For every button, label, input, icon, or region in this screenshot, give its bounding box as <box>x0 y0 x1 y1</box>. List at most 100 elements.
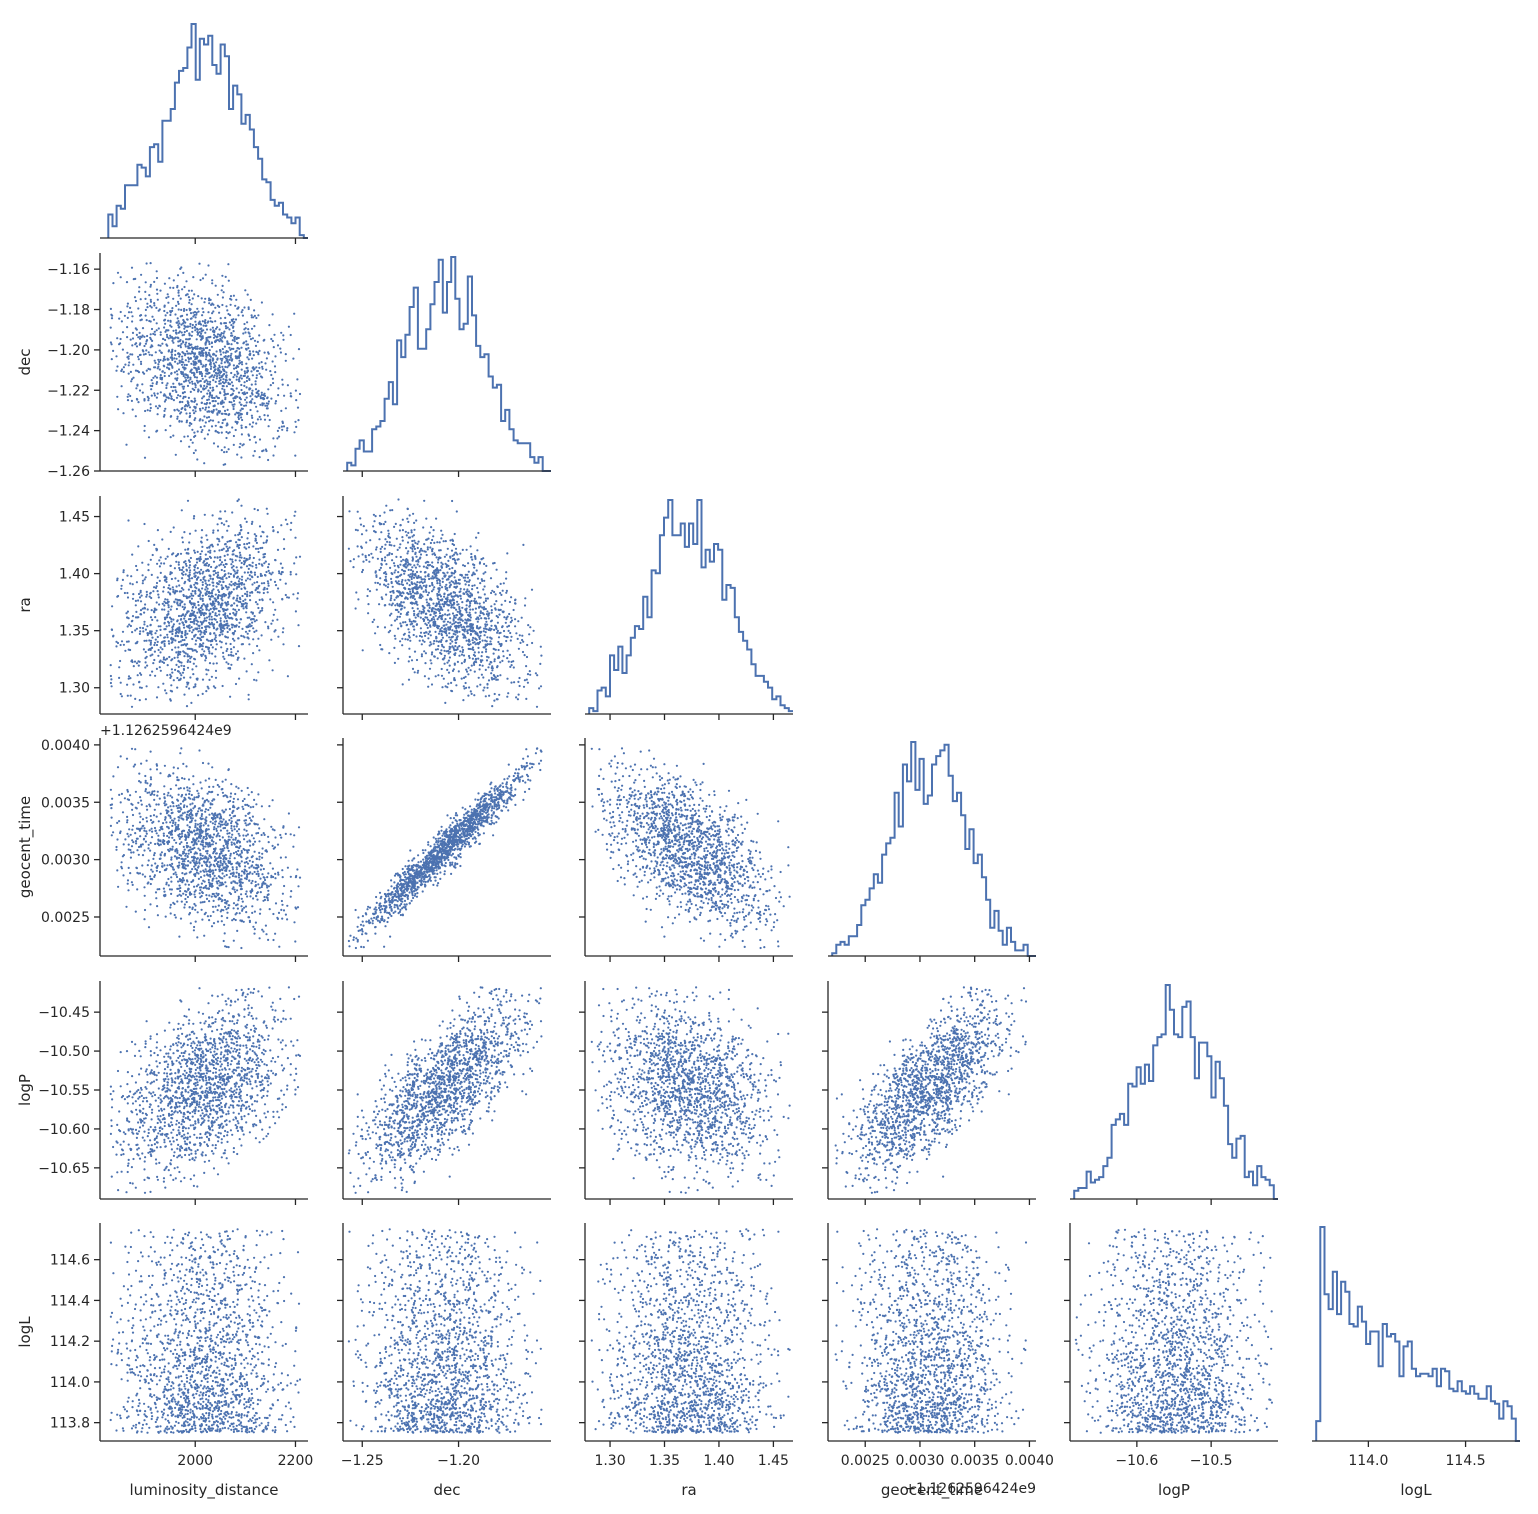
scatter-point <box>169 415 172 418</box>
scatter-point <box>177 409 180 412</box>
scatter-point <box>444 540 447 543</box>
scatter-point <box>270 397 273 400</box>
scatter-point <box>249 338 253 341</box>
scatter-point <box>170 571 173 575</box>
scatter-point <box>512 608 515 612</box>
scatter-point <box>147 399 150 402</box>
scatter-point <box>157 363 160 366</box>
scatter-point <box>213 368 216 372</box>
scatter-point <box>219 371 222 374</box>
scatter-point <box>407 592 410 596</box>
scatter-point <box>219 402 222 405</box>
scatter-point <box>258 456 261 459</box>
scatter-point <box>211 326 214 329</box>
scatter-point <box>496 621 499 624</box>
scatter-point <box>225 649 228 653</box>
scatter-point <box>201 583 204 587</box>
scatter-point <box>472 636 475 640</box>
scatter-point <box>510 596 513 599</box>
scatter-point <box>201 645 204 648</box>
scatter-point <box>180 590 183 593</box>
scatter-point <box>419 631 423 634</box>
scatter-point <box>163 355 166 358</box>
scatter-point <box>410 531 413 534</box>
scatter-point <box>208 919 211 922</box>
scatter-point <box>263 562 266 565</box>
scatter-point <box>183 363 186 366</box>
scatter-point <box>485 564 488 568</box>
scatter-point <box>175 331 178 334</box>
scatter-point <box>214 612 217 615</box>
scatter-point <box>228 400 231 404</box>
scatter-point <box>417 560 420 563</box>
scatter-point <box>439 595 443 598</box>
scatter-point <box>189 322 192 326</box>
scatter-point <box>181 288 184 291</box>
scatter-point <box>119 337 122 341</box>
panel-dec-vs-dec <box>343 256 551 477</box>
scatter-point <box>230 324 233 327</box>
scatter-point <box>397 627 400 630</box>
scatter-point <box>215 662 218 665</box>
scatter-point <box>208 302 211 305</box>
scatter-point <box>239 354 242 357</box>
scatter-point <box>139 609 143 612</box>
scatter-point <box>243 306 246 309</box>
scatter-point <box>229 295 233 298</box>
scatter-point <box>469 647 472 651</box>
scatter-point <box>188 332 191 335</box>
scatter-point <box>218 376 221 379</box>
scatter-point <box>180 363 184 366</box>
scatter-point <box>242 332 245 335</box>
scatter-point <box>347 547 350 550</box>
scatter-point <box>177 302 180 305</box>
scatter-point <box>135 662 139 665</box>
scatter-point <box>186 325 189 328</box>
scatter-point <box>140 273 143 276</box>
scatter-point <box>187 552 190 555</box>
scatter-point <box>226 392 229 395</box>
scatter-point <box>265 368 268 371</box>
scatter-point <box>443 555 446 558</box>
scatter-point <box>180 674 183 677</box>
scatter-point <box>235 349 238 352</box>
scatter-point <box>230 332 233 335</box>
scatter-point <box>238 543 241 547</box>
scatter-point <box>447 559 450 563</box>
scatter-point <box>436 627 440 630</box>
scatter-point <box>470 555 473 559</box>
scatter-point <box>493 692 496 696</box>
scatter-point <box>232 330 235 333</box>
scatter-point <box>198 372 202 375</box>
scatter-point <box>189 676 192 679</box>
scatter-point <box>235 599 238 602</box>
scatter-point <box>386 586 389 589</box>
scatter-point <box>189 390 192 393</box>
scatter-point <box>178 584 181 587</box>
scatter-point <box>232 364 235 367</box>
scatter-point <box>418 639 421 642</box>
scatter-point <box>193 515 196 518</box>
scatter-point <box>418 610 421 613</box>
scatter-point <box>518 676 521 680</box>
scatter-point <box>463 659 466 663</box>
scatter-point <box>209 367 212 370</box>
scatter-point <box>427 591 430 594</box>
scatter-point <box>274 608 277 611</box>
scatter-point <box>180 383 183 386</box>
scatter-point <box>250 575 253 578</box>
scatter-point <box>214 655 217 658</box>
scatter-point <box>267 582 270 585</box>
scatter-point <box>153 304 156 307</box>
scatter-point <box>115 645 118 648</box>
scatter-point <box>221 535 224 539</box>
scatter-point <box>467 570 470 573</box>
scatter-point <box>185 685 188 688</box>
scatter-point <box>474 637 477 640</box>
scatter-point <box>204 655 207 658</box>
scatter-point <box>248 332 251 335</box>
scatter-point <box>355 591 358 594</box>
scatter-point <box>261 404 264 407</box>
scatter-point <box>159 374 162 377</box>
scatter-point <box>460 613 463 616</box>
